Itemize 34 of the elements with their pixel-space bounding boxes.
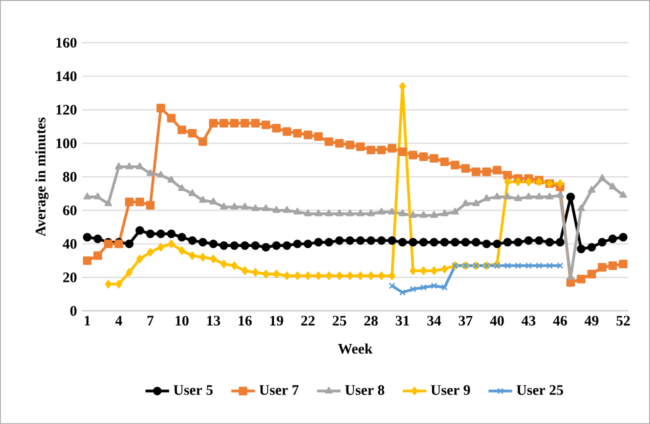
x-axis-title: Week: [338, 343, 373, 354]
x-tick-label: 7: [147, 316, 154, 326]
x-tick-label: 13: [207, 316, 220, 326]
x-tick-label: 43: [522, 316, 536, 326]
x-tick-label: 16: [238, 316, 252, 326]
x-tick-label: 31: [396, 316, 410, 326]
y-tick-label: 160: [56, 38, 77, 48]
x-tick-label: 22: [301, 316, 315, 326]
x-tick-label: 37: [458, 316, 472, 326]
y-tick-label: 140: [56, 71, 77, 82]
y-axis-title: Average in minutes: [35, 118, 49, 236]
x-tick-label: 4: [115, 316, 122, 326]
legend-label: User 8: [345, 385, 384, 395]
x-tick-label: 40: [490, 316, 504, 326]
x-tick-label: 1: [84, 316, 90, 326]
y-tick-label: 40: [62, 239, 77, 249]
y-tick-label: 120: [56, 104, 77, 115]
legend-label: User 9: [430, 385, 470, 395]
x-tick-label: 10: [176, 316, 189, 326]
y-tick-label: 20: [63, 272, 77, 282]
legend-label: User 5: [174, 385, 213, 395]
y-tick-label: 0: [70, 306, 77, 316]
x-tick-label: 25: [332, 316, 346, 326]
x-tick-label: 34: [427, 316, 442, 326]
x-tick-label: 49: [584, 316, 598, 326]
x-tick-label: 19: [270, 316, 284, 326]
x-tick-label: 52: [616, 316, 630, 326]
legend-label: User 25: [516, 385, 564, 395]
y-tick-label: 100: [56, 138, 77, 148]
y-tick-label: 80: [63, 172, 77, 182]
legend-label: User 7: [259, 385, 299, 395]
x-tick-label: 28: [364, 316, 378, 326]
y-tick-label: 60: [63, 205, 77, 216]
x-tick-label: 46: [553, 316, 567, 326]
